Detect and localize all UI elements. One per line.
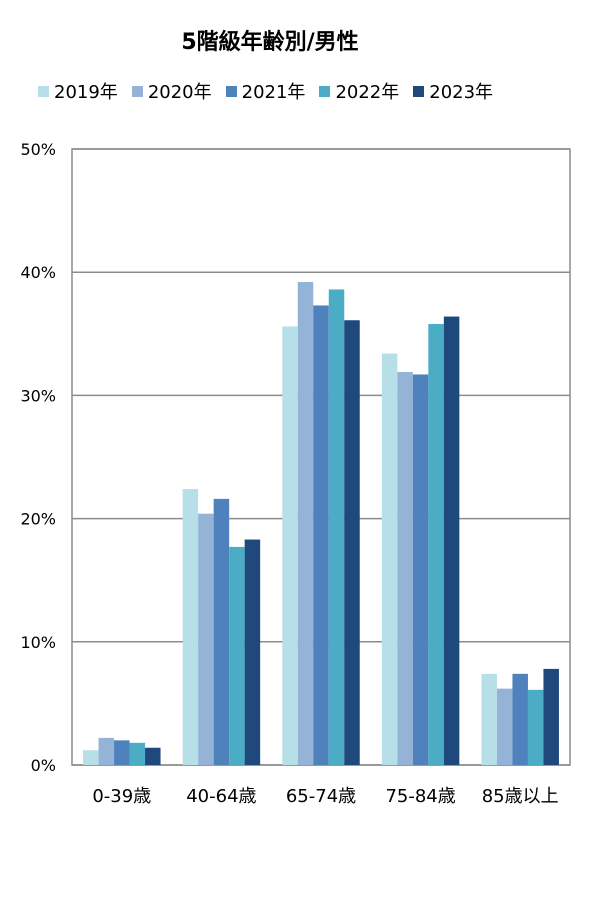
bar xyxy=(83,750,99,765)
legend: 2019年 2020年 2021年 2022年 2023年 xyxy=(38,78,507,104)
legend-swatch xyxy=(225,85,237,97)
bar xyxy=(98,737,115,765)
x-tick-label: 75-84歳 xyxy=(385,786,455,807)
bar xyxy=(282,326,298,765)
x-tick-label: 40-64歳 xyxy=(186,786,256,807)
legend-label: 2019年 xyxy=(54,82,118,103)
bar xyxy=(213,498,230,765)
y-tick-label: 20% xyxy=(20,510,56,529)
bar xyxy=(244,539,261,765)
legend-item: 2023年 xyxy=(413,78,493,104)
y-tick-label: 50% xyxy=(20,140,56,159)
bar xyxy=(198,513,214,765)
y-tick-label: 10% xyxy=(20,633,56,652)
bar xyxy=(229,546,245,765)
y-tick-label: 30% xyxy=(20,386,56,405)
bar xyxy=(527,689,544,765)
x-tick-label: 85歳以上 xyxy=(482,786,559,807)
bar xyxy=(381,353,398,765)
x-tick-label: 0-39歳 xyxy=(92,786,151,807)
legend-swatch xyxy=(413,85,425,97)
bar xyxy=(428,323,444,765)
legend-label: 2021年 xyxy=(241,82,306,103)
bar xyxy=(481,673,497,765)
bar xyxy=(182,489,199,765)
legend-swatch xyxy=(38,85,49,97)
bar xyxy=(328,289,345,765)
legend-swatch xyxy=(319,85,331,97)
bar xyxy=(512,673,528,765)
bar xyxy=(114,740,130,765)
legend-label: 2023年 xyxy=(429,82,494,103)
bar xyxy=(443,316,460,765)
bar xyxy=(397,371,413,765)
chart-title: 5階級年齢別/男性 xyxy=(181,30,359,55)
bar xyxy=(297,282,314,765)
legend-item: 2021年 xyxy=(225,78,306,104)
y-tick-label: 0% xyxy=(31,756,56,775)
bar xyxy=(129,742,146,765)
bar xyxy=(412,374,429,765)
bar xyxy=(145,747,161,765)
legend-swatch xyxy=(131,85,143,97)
legend-label: 2022年 xyxy=(335,82,400,103)
bar xyxy=(344,320,360,765)
legend-item: 2019年 xyxy=(38,78,118,104)
bar xyxy=(496,688,513,765)
legend-label: 2020年 xyxy=(147,82,212,103)
y-tick-label: 40% xyxy=(20,263,56,282)
x-tick-label: 65-74歳 xyxy=(286,786,356,807)
legend-item: 2020年 xyxy=(131,78,212,104)
bar xyxy=(543,668,559,765)
legend-item: 2022年 xyxy=(319,78,399,104)
bar xyxy=(313,305,329,765)
